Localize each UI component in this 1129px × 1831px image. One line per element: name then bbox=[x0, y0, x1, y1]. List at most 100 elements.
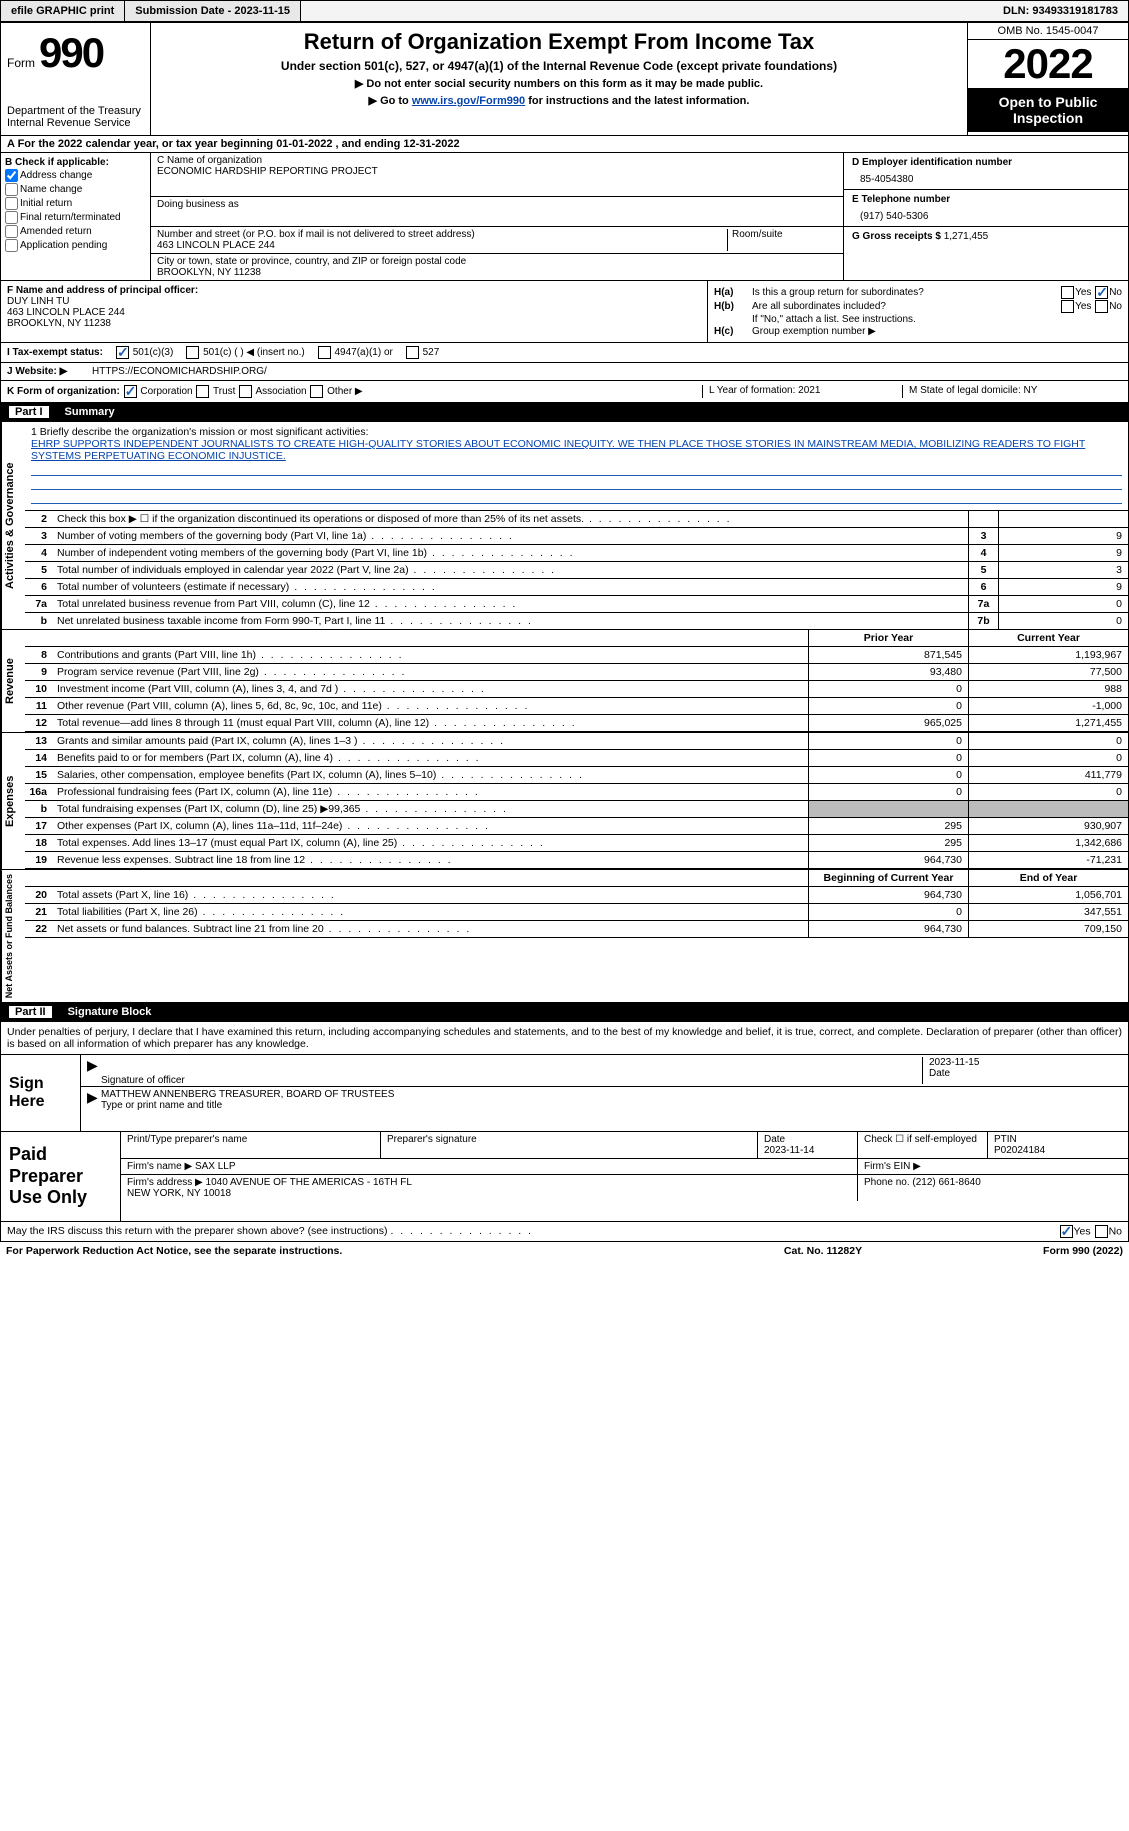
row-a-period: A For the 2022 calendar year, or tax yea… bbox=[0, 136, 1129, 153]
tax-year: 2022 bbox=[968, 40, 1128, 88]
chk-initial-return-input[interactable] bbox=[5, 197, 18, 210]
department-label: Department of the Treasury Internal Reve… bbox=[7, 105, 144, 129]
form-of-org: K Form of organization: Corporation Trus… bbox=[7, 385, 702, 398]
officer-addr2: BROOKLYN, NY 11238 bbox=[7, 318, 701, 329]
chk-4947[interactable] bbox=[318, 346, 331, 359]
row-num: 22 bbox=[25, 921, 53, 937]
chk-corp[interactable] bbox=[124, 385, 137, 398]
officer-name: DUY LINH TU bbox=[7, 296, 701, 307]
current-year-val: 77,500 bbox=[968, 664, 1128, 680]
ha-yes[interactable] bbox=[1061, 286, 1074, 299]
row-num: 18 bbox=[25, 835, 53, 851]
net-header: Beginning of Current Year End of Year bbox=[25, 870, 1128, 887]
data-row: 10 Investment income (Part VIII, column … bbox=[25, 681, 1128, 698]
hb-text: Are all subordinates included? bbox=[752, 301, 1060, 312]
ha-text: Is this a group return for subordinates? bbox=[752, 287, 1060, 298]
chk-501c3[interactable] bbox=[116, 346, 129, 359]
row-box: 6 bbox=[968, 579, 998, 595]
hb-yes[interactable] bbox=[1061, 300, 1074, 313]
chk-app-pending[interactable]: Application pending bbox=[5, 239, 146, 252]
chk-527[interactable] bbox=[406, 346, 419, 359]
row-num: 6 bbox=[25, 579, 53, 595]
prior-year-val: 0 bbox=[808, 750, 968, 766]
discuss-no[interactable] bbox=[1095, 1225, 1108, 1238]
sig-officer-line: ▶ Signature of officer 2023-11-15Date bbox=[81, 1055, 1128, 1087]
chk-trust[interactable] bbox=[196, 385, 209, 398]
form-990-label: Form 990 bbox=[7, 29, 144, 77]
ein-label: D Employer identification number bbox=[852, 157, 1120, 168]
firm-name-label: Firm's name ▶ bbox=[127, 1161, 195, 1172]
submission-date-label: Submission Date - bbox=[135, 5, 234, 17]
row-text: Salaries, other compensation, employee b… bbox=[53, 767, 808, 783]
prep-row-1: Print/Type preparer's name Preparer's si… bbox=[121, 1132, 1128, 1159]
row-num: 2 bbox=[25, 511, 53, 527]
data-row: 22 Net assets or fund balances. Subtract… bbox=[25, 921, 1128, 938]
data-row: 8 Contributions and grants (Part VIII, l… bbox=[25, 647, 1128, 664]
chk-name-change-input[interactable] bbox=[5, 183, 18, 196]
opt-assoc: Association bbox=[255, 386, 306, 397]
current-year-val: 0 bbox=[968, 733, 1128, 749]
gov-row: 2 Check this box ▶ ☐ if the organization… bbox=[25, 511, 1128, 528]
header-right: OMB No. 1545-0047 2022 Open to Public In… bbox=[968, 23, 1128, 135]
part-2-header: Part II Signature Block bbox=[0, 1003, 1129, 1022]
chk-initial-return[interactable]: Initial return bbox=[5, 197, 146, 210]
submission-date-button[interactable]: Submission Date - 2023-11-15 bbox=[125, 1, 301, 21]
dln-value: 93493319181783 bbox=[1032, 5, 1118, 17]
prior-year-val: 965,025 bbox=[808, 715, 968, 731]
data-row: 9 Program service revenue (Part VIII, li… bbox=[25, 664, 1128, 681]
phone-value: (917) 540-5306 bbox=[852, 205, 1120, 222]
row-text: Professional fundraising fees (Part IX, … bbox=[53, 784, 808, 800]
hb-no[interactable] bbox=[1095, 300, 1108, 313]
chk-final-return-input[interactable] bbox=[5, 211, 18, 224]
discuss-yes[interactable] bbox=[1060, 1225, 1073, 1238]
prior-year-val: 0 bbox=[808, 733, 968, 749]
header-title-block: Return of Organization Exempt From Incom… bbox=[151, 23, 968, 135]
chk-assoc[interactable] bbox=[239, 385, 252, 398]
governance-section: Activities & Governance 1 Briefly descri… bbox=[0, 422, 1129, 630]
row-num: 19 bbox=[25, 852, 53, 868]
prep-row-3: Firm's address ▶ 1040 AVENUE OF THE AMER… bbox=[121, 1175, 1128, 1201]
prep-name-label: Print/Type preparer's name bbox=[121, 1132, 381, 1158]
chk-label: Amended return bbox=[20, 226, 92, 237]
row-text: Benefits paid to or for members (Part IX… bbox=[53, 750, 808, 766]
col-h: H(a)Is this a group return for subordina… bbox=[708, 281, 1128, 342]
arrow-icon: ▶ bbox=[87, 1089, 101, 1117]
vtab-governance: Activities & Governance bbox=[1, 422, 25, 629]
dln: DLN: 93493319181783 bbox=[993, 1, 1128, 21]
current-year-val: 1,056,701 bbox=[968, 887, 1128, 903]
col-b-header: B Check if applicable: bbox=[5, 157, 146, 168]
ha-no[interactable] bbox=[1095, 286, 1108, 299]
chk-address-change[interactable]: Address change bbox=[5, 169, 146, 182]
efile-graphic-print-button[interactable]: efile GRAPHIC print bbox=[1, 1, 125, 21]
chk-name-change[interactable]: Name change bbox=[5, 183, 146, 196]
row-num: 14 bbox=[25, 750, 53, 766]
chk-label: Final return/terminated bbox=[20, 212, 121, 223]
part-1-header: Part I Summary bbox=[0, 403, 1129, 422]
omb-number: OMB No. 1545-0047 bbox=[968, 23, 1128, 40]
prior-year-val: 964,730 bbox=[808, 887, 968, 903]
row-num: 4 bbox=[25, 545, 53, 561]
ein-cell: D Employer identification number 85-4054… bbox=[844, 153, 1128, 190]
street-value: 463 LINCOLN PLACE 244 bbox=[157, 240, 723, 251]
row-box: 4 bbox=[968, 545, 998, 561]
prior-year-val bbox=[808, 801, 968, 817]
row-text: Grants and similar amounts paid (Part IX… bbox=[53, 733, 808, 749]
current-year-header: Current Year bbox=[968, 630, 1128, 646]
irs-link[interactable]: www.irs.gov/Form990 bbox=[412, 95, 525, 107]
blank-line bbox=[31, 464, 1122, 476]
chk-address-change-input[interactable] bbox=[5, 169, 18, 182]
chk-app-pending-input[interactable] bbox=[5, 239, 18, 252]
gross-receipts-value: 1,271,455 bbox=[944, 231, 989, 242]
row-box bbox=[968, 511, 998, 527]
row-text: Revenue less expenses. Subtract line 18 … bbox=[53, 852, 808, 868]
chk-amended[interactable]: Amended return bbox=[5, 225, 146, 238]
row-k: K Form of organization: Corporation Trus… bbox=[0, 381, 1129, 403]
chk-amended-input[interactable] bbox=[5, 225, 18, 238]
data-row: 21 Total liabilities (Part X, line 26) 0… bbox=[25, 904, 1128, 921]
chk-final-return[interactable]: Final return/terminated bbox=[5, 211, 146, 224]
chk-other[interactable] bbox=[310, 385, 323, 398]
hb-yesno: Yes No bbox=[1060, 300, 1122, 313]
chk-501c[interactable] bbox=[186, 346, 199, 359]
part-1-num: Part I bbox=[9, 406, 49, 418]
prior-year-val: 964,730 bbox=[808, 852, 968, 868]
